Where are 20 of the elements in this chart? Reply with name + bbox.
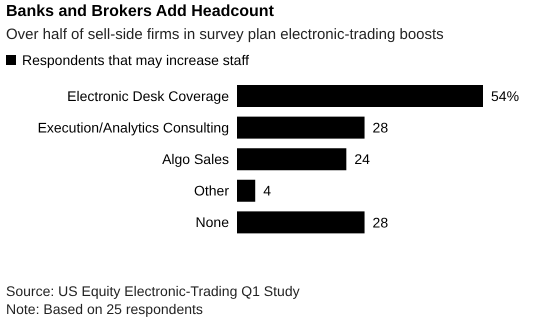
bar (237, 148, 346, 170)
data-label: 54% (491, 88, 520, 104)
bar (237, 211, 365, 234)
y-tick-label: Electronic Desk Coverage (67, 88, 230, 104)
y-tick-label: Other (194, 182, 230, 199)
data-label: 24 (354, 151, 370, 168)
chart-title: Banks and Brokers Add Headcount (6, 3, 274, 21)
y-tick-label: Execution/Analytics Consulting (38, 119, 229, 136)
source-note: Source: US Equity Electronic-Trading Q1 Study (6, 283, 300, 299)
bar (237, 85, 483, 107)
data-label: 4 (263, 182, 272, 199)
y-tick-label: Algo Sales (162, 150, 229, 167)
data-label: 28 (372, 214, 388, 230)
y-tick-label: None (196, 214, 230, 230)
text: Note: Based on 25 respondents (6, 301, 203, 317)
legend-label: Respondents that may increase staff (21, 52, 249, 68)
bar (237, 116, 365, 139)
data-label: 28 (372, 120, 388, 136)
bar (237, 180, 256, 202)
chart-subtitle: Over half of sell-side firms in survey plan electronic-trading boosts (6, 26, 444, 43)
